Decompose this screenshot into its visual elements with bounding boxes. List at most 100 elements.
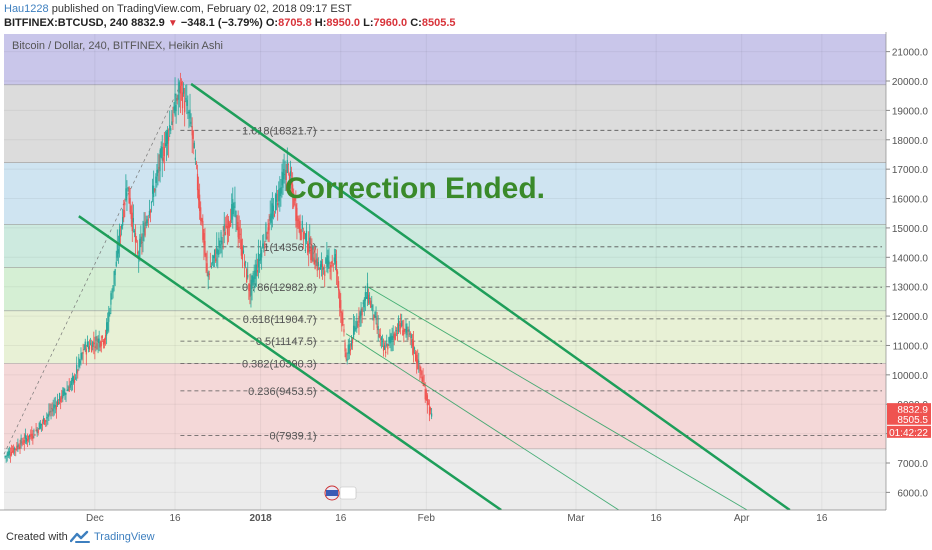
price-chart[interactable]: 0(7939.1) 0.236(9453.5) 0.382(10390.3) 0.5(… [0,32,932,523]
candle-body [180,81,183,86]
candle-body [31,433,33,439]
candle-body [310,248,312,261]
candle-body [214,249,216,259]
trend-channels[interactable] [78,82,791,512]
brand-name[interactable]: TradingView [94,531,155,543]
candle-body [253,276,255,283]
candle-body [351,338,354,344]
candle-body [55,405,57,410]
candle-body [193,142,195,149]
price-tick-label: 11000.0 [893,341,929,352]
candle-body [360,308,362,317]
candle-body [52,408,54,412]
candle-body [107,321,109,331]
candle-body [91,344,93,353]
candle-body [391,336,393,341]
candle-body [104,335,107,340]
candle-body [379,335,381,337]
candle-body [187,111,189,114]
candle-body [208,273,210,276]
candle-body [362,302,364,305]
candle-body [183,88,185,94]
candle-body [304,233,307,240]
candle-body [258,259,261,261]
candle-body [405,323,407,333]
candle-body [64,392,66,395]
candle-body [292,184,294,193]
candle-body [63,388,65,395]
candle-body [140,236,142,245]
candle-body [283,168,285,180]
candle-body [342,318,344,324]
created-with-text: Created with [6,531,68,543]
candle-body [380,337,382,341]
price-axis[interactable]: 6000.07000.08000.09000.010000.011000.012… [885,32,932,510]
candle-body [45,420,47,422]
candle-body [389,336,391,344]
candle-body [200,207,202,222]
channel-line [190,82,791,512]
candle-body [299,221,301,235]
candle-body [92,341,94,347]
candle-body [206,263,208,272]
candle-body [367,294,370,304]
candle-body [419,365,421,371]
candle-body [201,218,203,223]
candle-body [331,260,333,264]
candle-body [223,224,225,232]
candle-body [173,106,175,111]
candle-body [263,246,265,249]
candle-body [126,192,128,197]
candle-body [340,300,342,313]
candle-body [21,441,23,443]
candle-body [366,283,369,300]
candle-body [119,234,122,237]
price-tick-label: 18000.0 [892,136,929,147]
candle-body [319,264,322,270]
author-link[interactable]: Hau1228 [4,3,49,15]
price-tick-label: 6000.0 [897,488,928,499]
time-tick-label: 16 [816,513,828,523]
candle-body [67,389,69,391]
candle-body [422,376,424,382]
candle-body [403,328,405,332]
time-tick-label: Feb [418,513,436,523]
candle-body [278,189,280,202]
candle-body [357,324,359,326]
candle-body [237,222,239,238]
price-tick-label: 12000.0 [892,312,929,323]
candle-body [431,413,433,417]
candle-body [312,245,314,250]
candle-body [227,219,230,229]
candle-body [411,338,413,347]
annotation-text[interactable]: Correction Ended. [285,172,545,205]
event-flag-icon[interactable] [324,485,357,501]
candle-body [279,188,281,197]
candle-body [108,311,110,322]
candle-body [109,313,111,315]
candle-body [79,360,81,365]
candle-body [103,338,106,344]
candle-body [314,259,316,270]
price-tick-label: 17000.0 [892,165,929,176]
candle-body [383,345,386,350]
candle-body [197,189,200,201]
candle-body [361,308,363,316]
candle-body [123,209,125,219]
close-value: 8505.5 [421,17,456,29]
price-tick-label: 19000.0 [892,106,929,117]
time-axis[interactable]: Dec 16 2018 16 Feb Mar 16 Apr 16 [0,509,932,523]
candle-body [16,445,18,450]
candle-body [397,319,400,332]
ohlc-line: BITFINEX:BTCUSD, 240 8832.9 ▼ −348.1 (−3… [4,17,456,29]
candle-body [239,233,241,235]
candles [4,72,433,463]
candle-body [417,359,419,370]
candle-body [335,261,338,272]
candle-body [309,237,311,244]
candle-body [129,197,131,213]
channel-line [78,215,502,512]
candle-body [374,311,376,318]
candle-body [410,334,412,339]
candle-body [321,264,324,271]
